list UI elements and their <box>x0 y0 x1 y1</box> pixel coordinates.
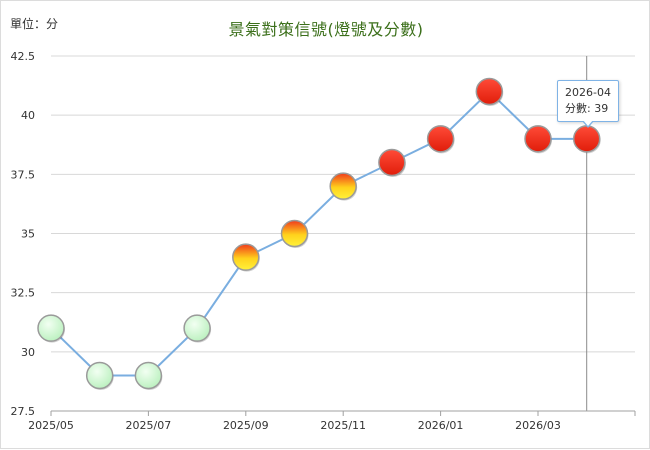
data-point-yellow-red <box>329 172 357 200</box>
data-point-green <box>85 361 114 390</box>
data-point-red <box>524 125 552 153</box>
y-tick-label: 37.5 <box>11 168 36 181</box>
data-point-red <box>572 125 601 153</box>
y-tick-label: 27.5 <box>11 405 36 418</box>
tooltip-label: 分數 <box>565 102 587 115</box>
tooltip-arrow-inner <box>583 120 593 126</box>
data-point-yellow-red <box>280 219 309 248</box>
x-tick-label: 2026/03 <box>515 419 561 432</box>
unit-label: 單位：分 <box>10 17 59 31</box>
x-tick-label: 2026/01 <box>418 419 464 432</box>
y-tick-label: 30 <box>21 346 35 359</box>
data-tooltip: 2026-04 分數: 39 <box>557 80 619 128</box>
y-tick-label: 40 <box>21 109 35 122</box>
data-point-green <box>183 314 211 342</box>
data-point-green <box>134 361 163 390</box>
x-tick-label: 2025/11 <box>320 419 366 432</box>
tooltip-colon: : <box>587 102 595 115</box>
x-tick-label: 2025/05 <box>28 419 74 432</box>
chart-title: 景氣對策信號(燈號及分數) <box>228 20 424 39</box>
x-tick-label: 2025/07 <box>126 419 172 432</box>
tooltip-value-row: 分數: 39 <box>565 101 618 117</box>
tooltip-value: 39 <box>594 102 609 115</box>
y-tick-label: 42.5 <box>11 50 36 63</box>
data-point-green <box>37 314 65 342</box>
x-tick-label: 2025/09 <box>223 419 269 432</box>
y-tick-label: 35 <box>21 228 35 241</box>
data-point-red <box>475 77 504 106</box>
tooltip-title: 2026-04 <box>565 86 611 99</box>
y-tick-label: 32.5 <box>11 287 36 300</box>
data-point-red <box>378 148 406 177</box>
data-point-yellow-red <box>232 243 260 271</box>
data-point-red <box>426 125 455 153</box>
